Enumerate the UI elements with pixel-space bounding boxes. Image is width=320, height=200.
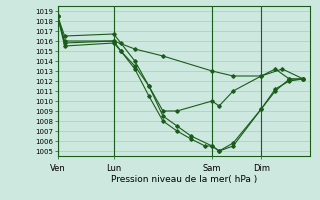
X-axis label: Pression niveau de la mer( hPa ): Pression niveau de la mer( hPa ) <box>111 175 257 184</box>
